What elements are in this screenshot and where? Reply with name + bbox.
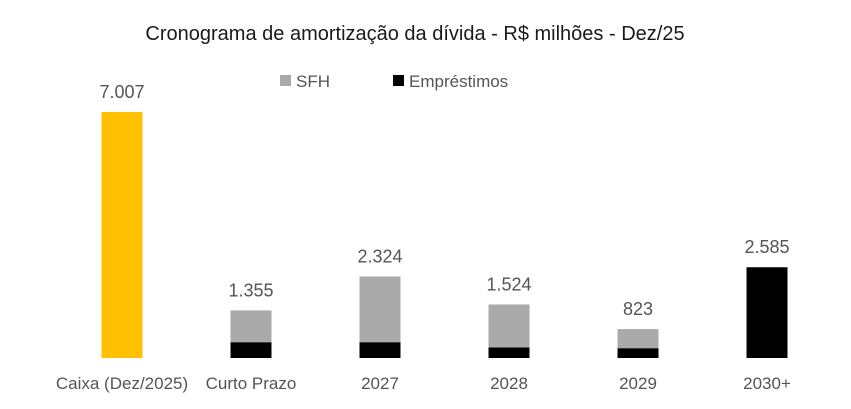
bar-emprestimos-2029 bbox=[617, 348, 659, 358]
x-tick-curto-prazo: Curto Prazo bbox=[206, 374, 297, 393]
bar-sfh-2027 bbox=[359, 276, 401, 343]
bar-sfh-curto-prazo bbox=[230, 310, 272, 343]
value-label-caixa-dez-2025: 7.007 bbox=[99, 82, 144, 102]
legend-swatch-sfh bbox=[280, 75, 291, 86]
x-tick-caixa-dez-2025: Caixa (Dez/2025) bbox=[56, 374, 188, 393]
bar-emprestimos-curto-prazo bbox=[230, 342, 272, 358]
value-label-2027: 2.324 bbox=[357, 246, 402, 266]
legend-label-sfh: SFH bbox=[296, 72, 330, 91]
value-label-curto-prazo: 1.355 bbox=[228, 280, 273, 300]
x-tick-2030: 2030+ bbox=[743, 374, 791, 393]
bar-emprestimos-2030 bbox=[746, 267, 788, 358]
chart-title: Cronograma de amortização da dívida - R$… bbox=[145, 23, 684, 45]
value-labels-layer: 7.007 1.355 2.324 1.524 823 2.585 bbox=[99, 82, 789, 319]
x-tick-2028: 2028 bbox=[490, 374, 528, 393]
x-axis-ticks: Caixa (Dez/2025) Curto Prazo 2027 2028 2029 2… bbox=[56, 374, 791, 393]
value-label-2028: 1.524 bbox=[486, 274, 531, 294]
bar-sfh-2029 bbox=[617, 329, 659, 349]
value-label-2029: 823 bbox=[623, 299, 653, 319]
legend-label-emprestimos: Empréstimos bbox=[409, 72, 508, 91]
bar-emprestimos-2028 bbox=[488, 347, 530, 358]
bar-sfh-2028 bbox=[488, 304, 530, 348]
legend: SFH Empréstimos bbox=[280, 72, 508, 91]
x-tick-2029: 2029 bbox=[619, 374, 657, 393]
bar-cash-caixa-dez-2025 bbox=[101, 112, 143, 358]
value-label-2030: 2.585 bbox=[744, 237, 789, 257]
legend-swatch-emprestimos bbox=[393, 75, 404, 86]
bar-emprestimos-2027 bbox=[359, 342, 401, 358]
x-tick-2027: 2027 bbox=[361, 374, 399, 393]
bars-layer bbox=[101, 112, 788, 358]
